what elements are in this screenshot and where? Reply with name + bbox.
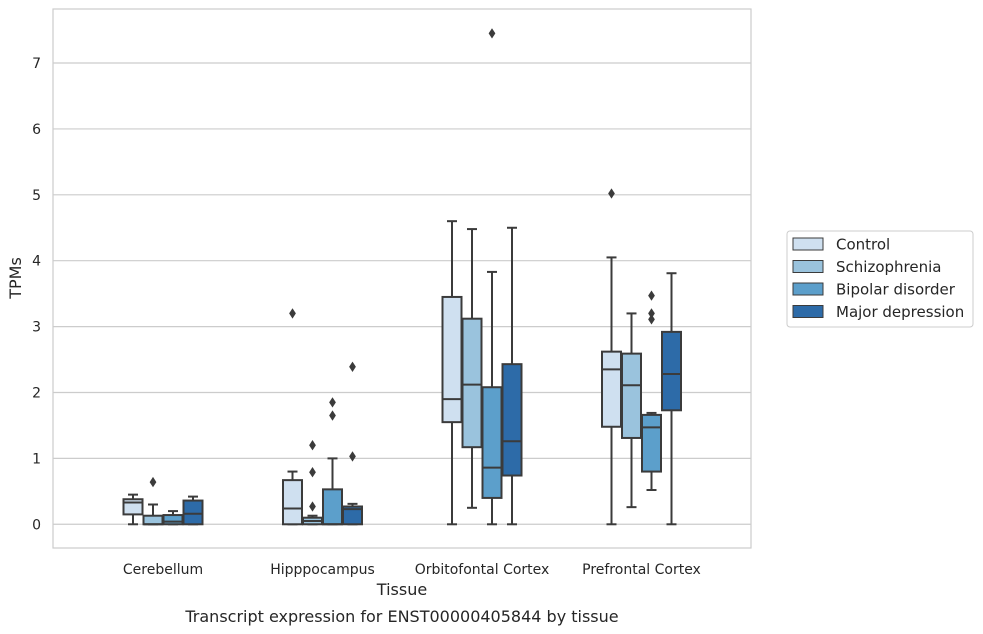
y-axis-label: TPMs <box>6 257 25 300</box>
x-axis-label: Tissue <box>376 580 427 599</box>
box-control <box>601 188 622 526</box>
outlier-point <box>329 410 336 421</box>
box-iqr <box>322 488 343 526</box>
outlier-point <box>608 188 615 199</box>
y-tick-label-1: 1 <box>32 451 41 467</box>
box-iqr <box>641 413 662 473</box>
box-schizophrenia <box>461 228 483 509</box>
y-tick-label-2: 2 <box>32 385 41 401</box>
box-iqr <box>481 386 503 499</box>
outlier-point <box>309 440 316 451</box>
outlier-point <box>149 476 157 488</box>
y-tick-label-6: 6 <box>32 122 41 138</box>
legend-frame <box>786 230 974 328</box>
legend-label: Control <box>836 236 890 254</box>
box-major-depression <box>661 272 682 526</box>
box-iqr <box>501 363 523 477</box>
figure-caption: Transcript expression for ENST0000040584… <box>184 607 618 626</box>
outlier-point <box>329 397 336 408</box>
y-tick-label-0: 0 <box>32 517 41 533</box>
box-iqr <box>621 352 642 439</box>
box-series <box>122 28 682 526</box>
outlier-point <box>349 451 356 462</box>
box-iqr <box>122 498 144 516</box>
y-tick-label-3: 3 <box>32 320 41 336</box>
box-iqr <box>142 514 164 526</box>
box-iqr <box>601 350 622 428</box>
legend: Control Schizophrenia Bipolar disorder Majo… <box>786 230 974 328</box>
y-tick-label-4: 4 <box>32 254 41 270</box>
box-major-depression <box>342 361 363 526</box>
box-iqr <box>162 514 184 526</box>
box-bipolar-disorder <box>481 28 503 526</box>
x-tick-label: Prefrontal Cortex <box>582 562 701 578</box>
legend-swatch <box>792 305 824 318</box>
outlier-point <box>488 28 496 39</box>
box-iqr <box>461 317 483 449</box>
outlier-point <box>648 308 655 319</box>
legend-label: Bipolar disorder <box>836 281 956 299</box>
y-tick-label-5: 5 <box>32 188 41 204</box>
outlier-point <box>309 467 316 478</box>
box-bipolar-disorder <box>641 290 662 492</box>
legend-label: Schizophrenia <box>836 258 941 276</box>
box-iqr <box>441 295 463 424</box>
outlier-point <box>289 308 296 319</box>
box-iqr <box>661 330 682 412</box>
legend-swatch <box>792 282 824 296</box>
box-iqr <box>342 505 363 526</box>
outlier-point <box>648 290 655 301</box>
y-tick-label-7: 7 <box>32 56 41 72</box>
grid-lines <box>53 62 751 525</box>
box-major-depression <box>501 226 523 526</box>
box-schizophrenia <box>621 312 642 509</box>
x-tick-label: Orbitofontal Cortex <box>415 562 550 578</box>
box-schizophrenia <box>302 440 323 526</box>
outlier-point <box>349 361 356 372</box>
box-control <box>282 308 303 526</box>
legend-label: Major depression <box>836 303 964 321</box>
outlier-point <box>309 501 316 512</box>
outlier-point <box>648 314 655 325</box>
legend-swatch <box>792 237 824 251</box>
box-iqr <box>282 479 303 526</box>
box-schizophrenia <box>142 476 164 526</box>
plot-area-frame <box>52 8 752 549</box>
box-control <box>122 493 144 526</box>
x-tick-label: Cerebellum <box>123 562 203 578</box>
box-bipolar-disorder <box>322 397 343 526</box>
x-tick-labels: Cerebellum Hipppocampus Orbitofontal Corte… <box>123 562 701 578</box>
x-tick-label: Hipppocampus <box>270 562 375 578</box>
box-iqr <box>182 499 204 526</box>
legend-swatch <box>792 260 824 273</box>
box-control <box>441 220 463 526</box>
box-bipolar-disorder <box>162 510 184 526</box>
box-major-depression <box>182 495 204 526</box>
y-tick-labels: 0 1 2 3 4 5 6 7 <box>32 56 41 533</box>
